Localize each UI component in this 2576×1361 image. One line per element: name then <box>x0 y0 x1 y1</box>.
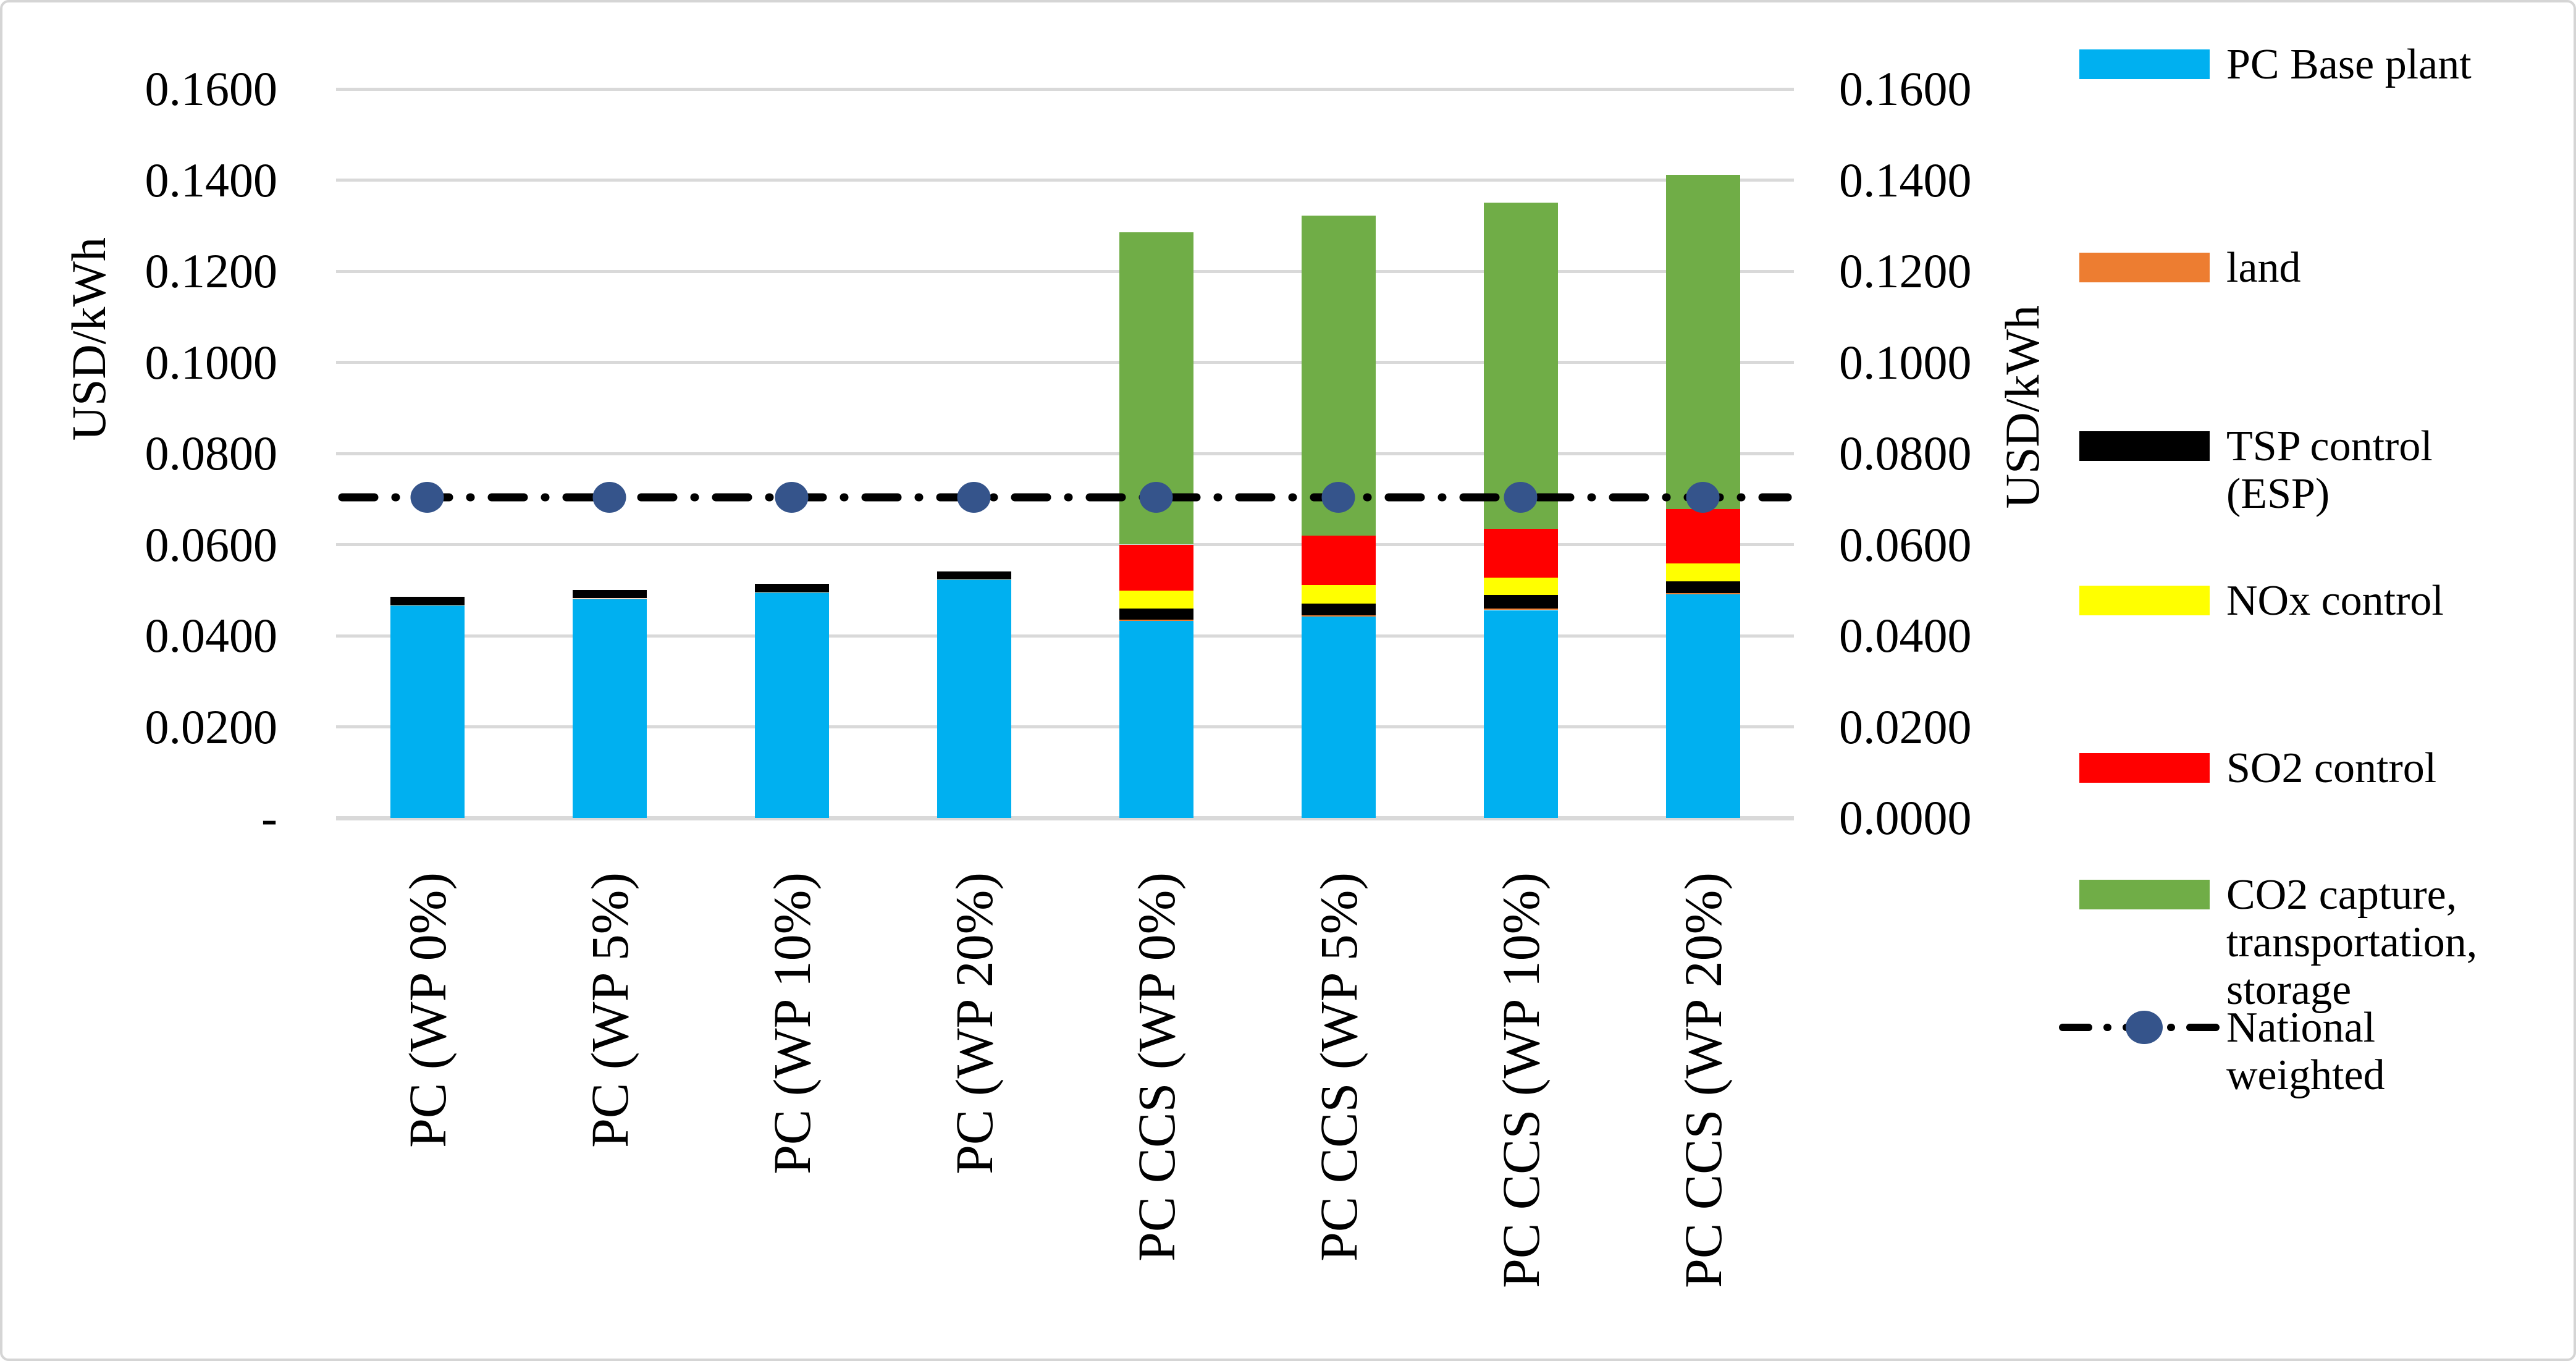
bar-segment-tsp-control-esp-pc-ccs-wp-10 <box>1484 595 1558 609</box>
left-axis-tick-label: 0.0400 <box>145 609 278 662</box>
bar-segment-pc-base-plant-pc-wp-20 <box>937 579 1011 818</box>
right-axis-tick-label: 0.1000 <box>1839 335 1972 389</box>
national-weighted-marker <box>957 482 991 513</box>
legend-swatch-co2-capture-transportation-storage <box>2079 880 2210 909</box>
bar-segment-tsp-control-esp-pc-ccs-wp-20 <box>1666 581 1740 593</box>
right-axis-tick-label: 0.1600 <box>1839 62 1972 116</box>
bar-segment-land-pc-ccs-wp-5 <box>1302 615 1376 617</box>
left-axis-tick-label: 0.0200 <box>145 700 278 754</box>
bar-segment-pc-base-plant-pc-wp-5 <box>573 599 647 818</box>
national-weighted-marker <box>1504 482 1538 513</box>
bar-segment-land-pc-ccs-wp-0 <box>1119 620 1193 621</box>
bar-segment-land-pc-ccs-wp-10 <box>1484 609 1558 610</box>
national-weighted-marker <box>1139 482 1173 513</box>
right-axis-tick-label: 0.1200 <box>1839 244 1972 298</box>
bar-segment-tsp-control-esp-pc-ccs-wp-5 <box>1302 604 1376 615</box>
national-weighted-marker <box>592 482 626 513</box>
x-axis-label-pc-ccs-wp-10: PC CCS (WP 10%) <box>1491 872 1551 1288</box>
gridline <box>336 634 1794 638</box>
x-axis-label-pc-ccs-wp-20: PC CCS (WP 20%) <box>1673 872 1733 1288</box>
legend-label-nox-control: NOx control <box>2226 577 2444 625</box>
legend-label-land: land <box>2226 244 2301 292</box>
left-axis-tick-label: 0.1200 <box>145 244 278 298</box>
x-axis-label-pc-wp-5: PC (WP 5%) <box>580 872 639 1148</box>
bar-segment-nox-control-pc-ccs-wp-20 <box>1666 563 1740 581</box>
bar-segment-pc-base-plant-pc-ccs-wp-0 <box>1119 621 1193 818</box>
bar-segment-pc-base-plant-pc-wp-0 <box>390 605 465 818</box>
bar-segment-tsp-control-esp-pc-wp-0 <box>390 597 465 605</box>
left-axis-tick-label: - <box>261 791 277 845</box>
left-axis-tick-label: 0.0800 <box>145 426 278 480</box>
legend-label-co2-capture-transportation-storage: CO2 capture, transportation, storage <box>2226 871 2478 1014</box>
x-axis-label-pc-wp-10: PC (WP 10%) <box>762 872 822 1174</box>
gridline <box>336 88 1794 91</box>
right-axis-tick-label: 0.0000 <box>1839 791 1972 845</box>
national-weighted-marker <box>410 482 444 513</box>
right-axis-tick-label: 0.1400 <box>1839 153 1972 207</box>
gridline <box>336 270 1794 273</box>
national-weighted-line-svg <box>338 482 1792 513</box>
bar-segment-so2-control-pc-ccs-wp-10 <box>1484 529 1558 578</box>
gridline <box>336 361 1794 364</box>
bar-segment-co2-capture-transportation-storage-pc-ccs-wp-10 <box>1484 203 1558 529</box>
legend-swatch-tsp-control-esp <box>2079 431 2210 461</box>
right-axis-tick-label: 0.0800 <box>1839 426 1972 480</box>
bar-segment-nox-control-pc-ccs-wp-0 <box>1119 590 1193 609</box>
right-axis-tick-label: 0.0600 <box>1839 518 1972 571</box>
x-axis-label-pc-ccs-wp-5: PC CCS (WP 5%) <box>1309 872 1368 1262</box>
left-axis-tick-label: 0.0600 <box>145 518 278 571</box>
legend-swatch-land <box>2079 253 2210 282</box>
legend-swatch-pc-base-plant <box>2079 49 2210 79</box>
legend-swatch-national-weighted <box>2059 1011 2229 1044</box>
national-weighted-marker <box>1686 482 1720 513</box>
gridline <box>336 543 1794 546</box>
bar-segment-pc-base-plant-pc-ccs-wp-5 <box>1302 617 1376 818</box>
legend-label-tsp-control-esp: TSP control (ESP) <box>2226 423 2433 518</box>
bar-segment-tsp-control-esp-pc-wp-20 <box>937 571 1011 579</box>
x-axis-label-pc-wp-0: PC (WP 0%) <box>398 872 457 1148</box>
bar-segment-pc-base-plant-pc-ccs-wp-10 <box>1484 610 1558 818</box>
national-weighted-marker <box>775 482 809 513</box>
legend-label-national-weighted: National weighted <box>2226 1004 2385 1099</box>
bar-segment-so2-control-pc-ccs-wp-0 <box>1119 545 1193 591</box>
bar-segment-tsp-control-esp-pc-wp-5 <box>573 590 647 598</box>
bar-segment-so2-control-pc-ccs-wp-5 <box>1302 536 1376 585</box>
right-axis-tick-label: 0.0200 <box>1839 700 1972 754</box>
bar-segment-tsp-control-esp-pc-wp-10 <box>755 584 829 592</box>
x-axis-label-pc-wp-20: PC (WP 20%) <box>945 872 1004 1174</box>
bar-segment-land-pc-ccs-wp-20 <box>1666 593 1740 594</box>
left-axis-tick-label: 0.1000 <box>145 335 278 389</box>
gridline <box>336 452 1794 455</box>
legend-swatch-nox-control <box>2079 586 2210 615</box>
bar-segment-co2-capture-transportation-storage-pc-ccs-wp-20 <box>1666 175 1740 509</box>
gridline <box>336 179 1794 182</box>
bar-segment-so2-control-pc-ccs-wp-20 <box>1666 509 1740 563</box>
gridline <box>336 725 1794 728</box>
gridline <box>336 816 1794 820</box>
left-axis-tick-label: 0.1400 <box>145 153 278 207</box>
national-weighted-marker <box>1321 482 1355 513</box>
right-axis-tick-label: 0.0400 <box>1839 609 1972 662</box>
bar-segment-nox-control-pc-ccs-wp-10 <box>1484 578 1558 595</box>
left-axis-tick-label: 0.1600 <box>145 62 278 116</box>
legend-label-pc-base-plant: PC Base plant <box>2226 41 2472 88</box>
bar-segment-pc-base-plant-pc-ccs-wp-20 <box>1666 594 1740 818</box>
legend-swatch-so2-control <box>2079 753 2210 783</box>
bar-segment-nox-control-pc-ccs-wp-5 <box>1302 585 1376 604</box>
bar-segment-pc-base-plant-pc-wp-10 <box>755 592 829 818</box>
bar-segment-tsp-control-esp-pc-ccs-wp-0 <box>1119 609 1193 620</box>
legend-marker <box>2126 1011 2163 1044</box>
x-axis-label-pc-ccs-wp-0: PC CCS (WP 0%) <box>1127 872 1186 1262</box>
legend-label-so2-control: SO2 control <box>2226 744 2437 792</box>
